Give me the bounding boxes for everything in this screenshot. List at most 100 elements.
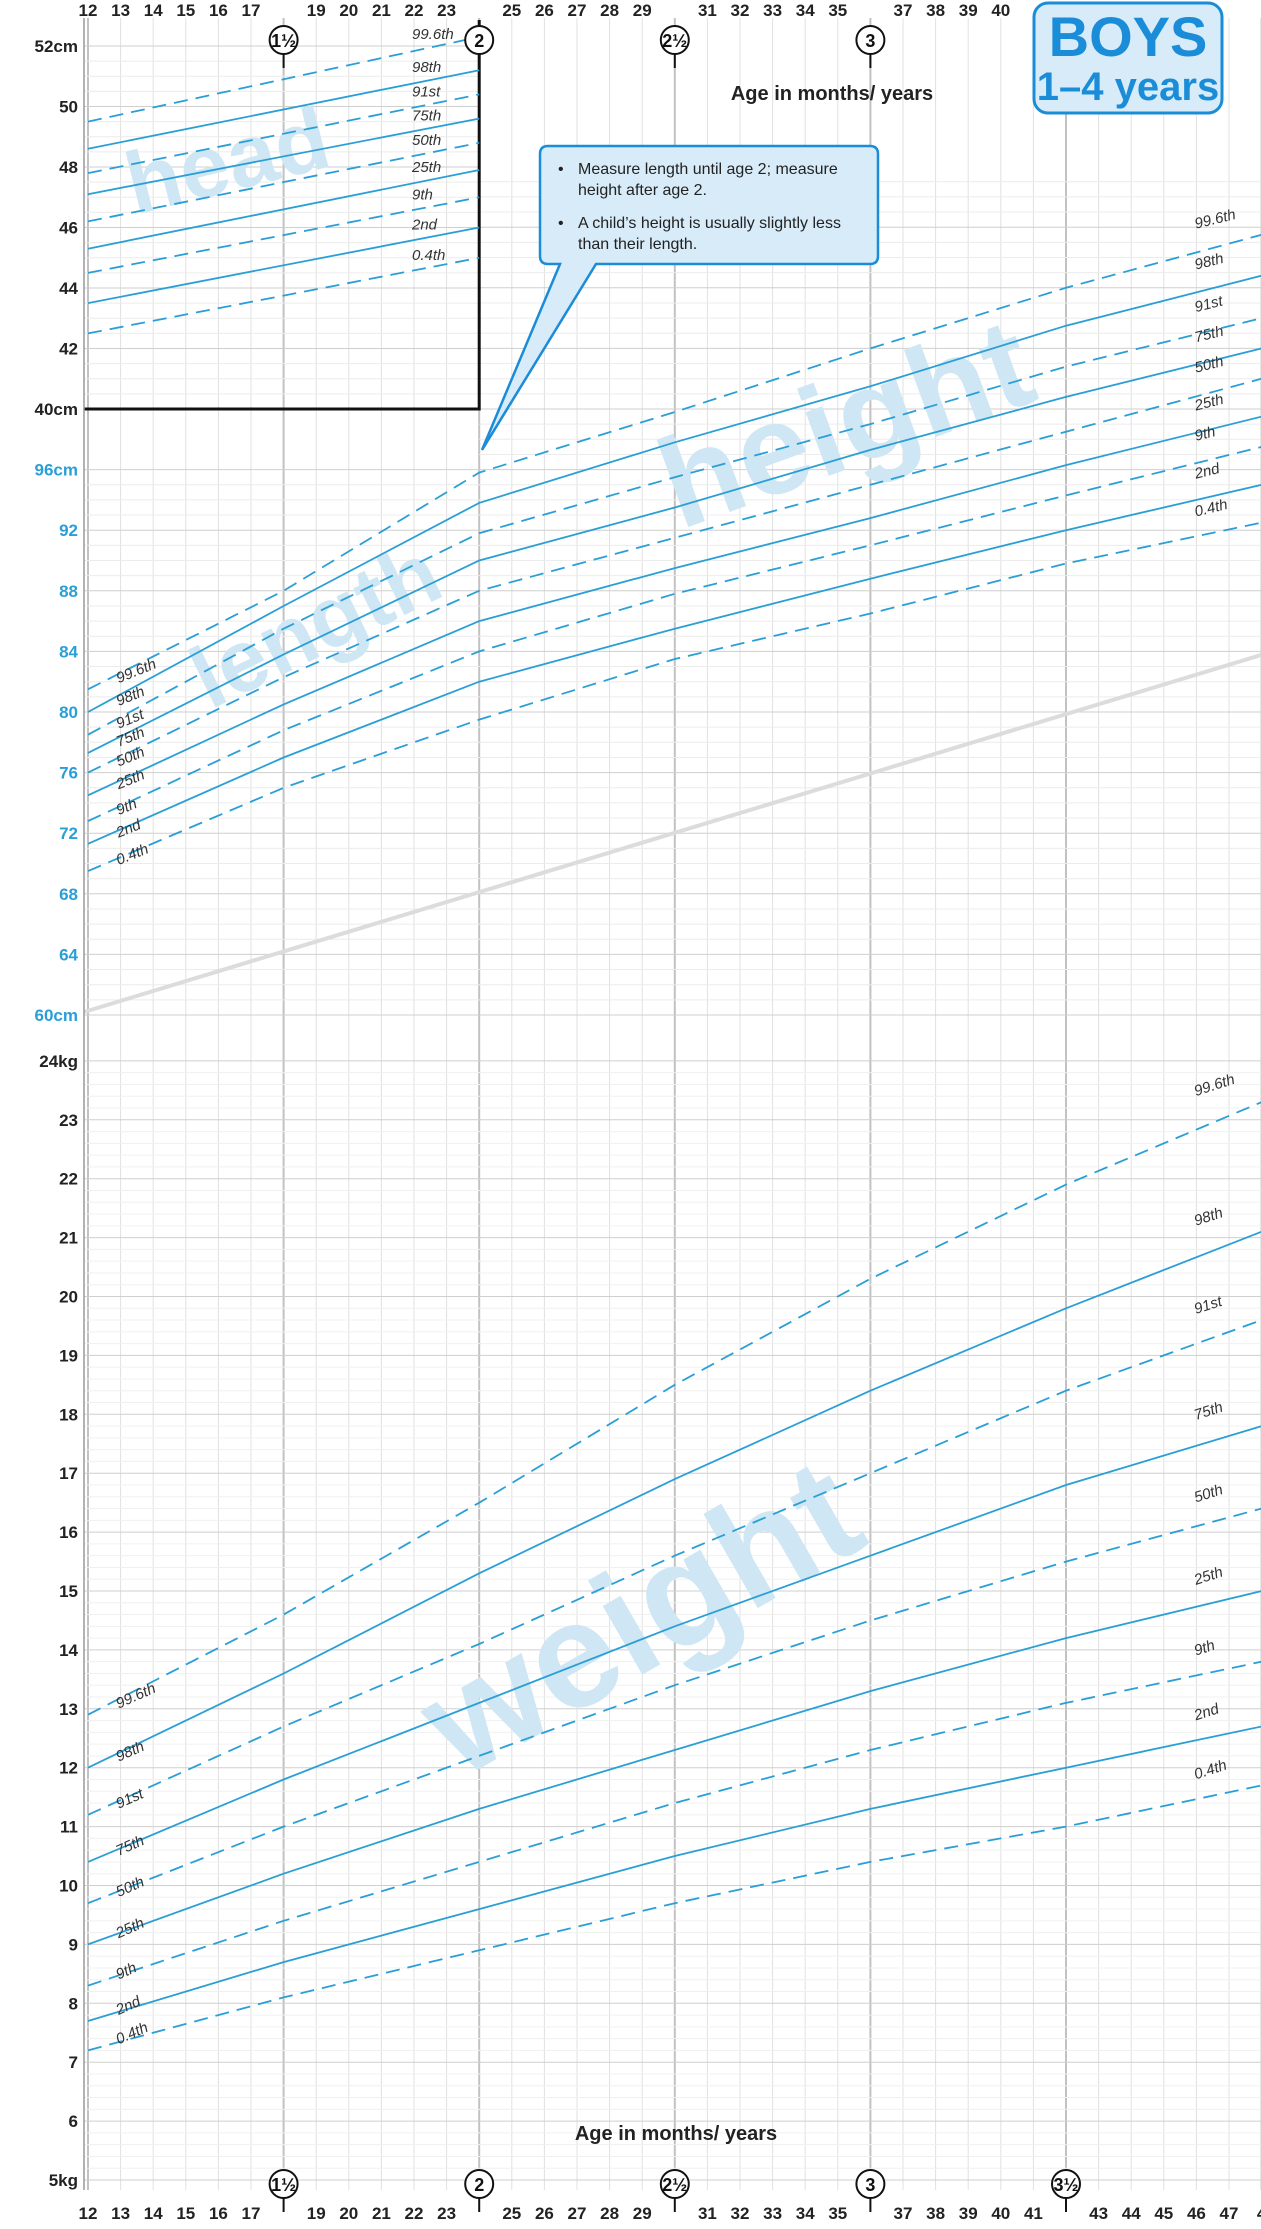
month-tick-top: 19 <box>307 1 326 20</box>
month-tick-bottom: 28 <box>600 2204 619 2223</box>
month-tick-bottom: 16 <box>209 2204 228 2223</box>
y-label-length: 64 <box>59 945 78 964</box>
head-curve-98th <box>87 69 480 150</box>
length-label-2nd: 2nd <box>113 816 144 842</box>
month-tick-top: 37 <box>894 1 913 20</box>
month-tick-bottom: 40 <box>991 2204 1010 2223</box>
month-tick-top: 22 <box>405 1 424 20</box>
weight-curve-50th <box>87 1507 1261 1905</box>
weight-curve-0.4th <box>87 1784 1261 2052</box>
year-marker-top: 2 <box>464 25 495 68</box>
y-label-length: 96cm <box>35 461 78 480</box>
y-label-head: 44 <box>59 279 78 298</box>
weight-curve-99.6th <box>87 1101 1261 1716</box>
title-badge-box <box>1032 1 1224 115</box>
year-marker-bottom-label: 1½ <box>271 2175 296 2195</box>
length-curve-98th <box>87 274 1261 713</box>
month-tick-bottom: 31 <box>698 2204 717 2223</box>
month-tick-bottom: 29 <box>633 2204 652 2223</box>
month-tick-top: 33 <box>763 1 782 20</box>
month-tick-bottom: 47 <box>1220 2204 1239 2223</box>
head-frame <box>84 20 481 411</box>
y-label-head: 40cm <box>35 400 78 419</box>
month-tick-bottom: 17 <box>242 2204 261 2223</box>
month-tick-top: 27 <box>568 1 587 20</box>
year-marker-bottom: 1½ <box>268 2169 299 2212</box>
y-label-weight: 8 <box>69 1994 78 2013</box>
y-label-weight: 21 <box>59 1229 78 1248</box>
month-tick-top: 20 <box>339 1 358 20</box>
year-marker-bottom-label: 3 <box>865 2175 875 2195</box>
length-label-9th: 9th <box>114 795 140 819</box>
weight-curve-98th <box>87 1230 1261 1769</box>
month-tick-bottom: 45 <box>1154 2204 1173 2223</box>
note-callout-box <box>480 144 880 451</box>
month-tick-bottom: 14 <box>144 2204 163 2223</box>
head-label-98th: 98th <box>412 59 441 76</box>
weight-curve-25th <box>87 1590 1261 1946</box>
length-curves <box>87 234 1261 872</box>
y-label-weight: 14 <box>59 1641 78 1660</box>
note-bullet-mark: • <box>558 161 564 178</box>
weight-label-50th: 50th <box>113 1873 147 1900</box>
watermark-weight: weight <box>391 1425 887 1808</box>
head-curve-75th <box>87 117 480 196</box>
month-tick-top: 25 <box>502 1 521 20</box>
month-tick-top: 21 <box>372 1 391 20</box>
length-label-75th-right: 75th <box>1193 323 1225 347</box>
y-label-weight: 16 <box>59 1523 78 1542</box>
age-axis-label-top: Age in months/ years <box>731 83 933 105</box>
month-tick-top: 23 <box>437 1 456 20</box>
year-marker-bottom: 2 <box>464 2169 495 2212</box>
head-curve-25th <box>87 169 480 250</box>
month-tick-bottom: 26 <box>535 2204 554 2223</box>
month-tick-bottom: 34 <box>796 2204 815 2223</box>
month-tick-bottom: 21 <box>372 2204 391 2223</box>
weight-curve-91st <box>87 1319 1261 1816</box>
month-tick-bottom: 15 <box>176 2204 195 2223</box>
month-tick-top: 26 <box>535 1 554 20</box>
month-tick-bottom: 37 <box>894 2204 913 2223</box>
month-tick-bottom: 12 <box>79 2204 98 2223</box>
head-curves <box>87 36 480 335</box>
month-tick-bottom: 4 <box>1257 2204 1261 2223</box>
y-label-weight: 24kg <box>39 1052 78 1071</box>
weight-label-9th-right: 9th <box>1192 1637 1217 1660</box>
y-label-length: 68 <box>59 885 78 904</box>
weight-label-99.6th: 99.6th <box>113 1680 158 1712</box>
age-axis-label-bottom: Age in months/ years <box>575 2123 777 2145</box>
watermark-head: head <box>116 88 339 234</box>
length-label-2nd-right: 2nd <box>1192 460 1222 483</box>
year-marker-bottom: 3½ <box>1051 2169 1081 2212</box>
length-label-25th-right: 25th <box>1192 391 1225 415</box>
month-tick-bottom: 46 <box>1187 2204 1206 2223</box>
y-label-weight: 17 <box>59 1464 78 1483</box>
y-label-length: 80 <box>59 703 78 722</box>
head-label-99.6th: 99.6th <box>412 26 454 43</box>
month-tick-top: 14 <box>144 1 163 20</box>
y-label-weight: 19 <box>59 1346 78 1365</box>
month-tick-top: 17 <box>242 1 261 20</box>
length-label-91st-right: 91st <box>1193 292 1225 316</box>
length-label-98th: 98th <box>114 683 147 710</box>
month-tick-bottom: 19 <box>307 2204 326 2223</box>
length-curve-91st <box>87 317 1261 736</box>
head-curve-2nd <box>87 226 480 304</box>
month-tick-top: 32 <box>731 1 750 20</box>
y-label-weight: 20 <box>59 1288 78 1307</box>
length-label-9th-right: 9th <box>1193 423 1217 445</box>
month-tick-bottom: 35 <box>828 2204 847 2223</box>
note-line: Measure length until age 2; measure <box>578 161 838 178</box>
watermark-height: height <box>641 291 1051 557</box>
y-label-head: 42 <box>59 340 78 359</box>
y-label-weight: 15 <box>59 1582 78 1601</box>
year-marker-top: 1½ <box>268 25 299 68</box>
month-tick-top: 38 <box>926 1 945 20</box>
month-tick-bottom: 39 <box>959 2204 978 2223</box>
head-curve-9th <box>87 196 480 274</box>
y-label-head: 52cm <box>35 37 78 56</box>
length-curve-50th <box>87 377 1261 774</box>
length-label-25th: 25th <box>113 766 147 793</box>
y-label-length: 92 <box>59 521 78 540</box>
